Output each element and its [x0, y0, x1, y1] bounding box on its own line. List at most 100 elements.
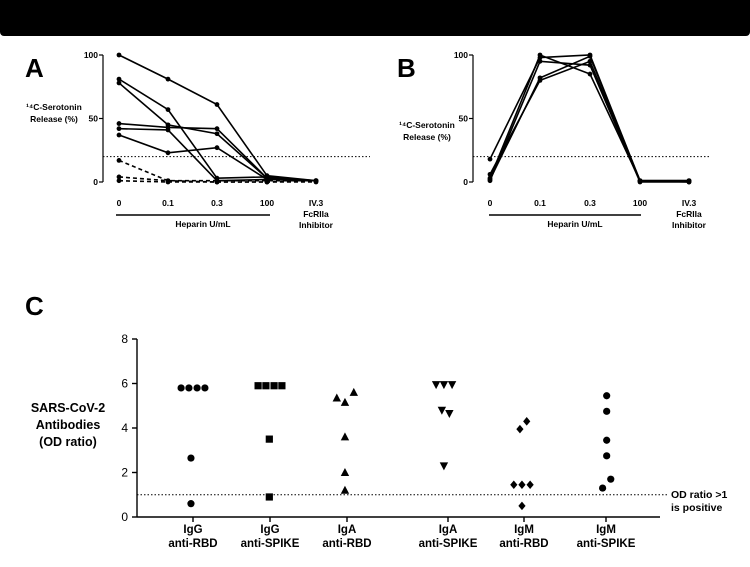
data-point	[116, 121, 122, 126]
data-point	[487, 156, 493, 162]
data-point	[177, 384, 185, 392]
x-tick-label: 100	[633, 198, 647, 208]
data-point	[165, 150, 171, 156]
y-tick-label: 2	[121, 466, 128, 480]
x-tick-label: 0.1	[162, 198, 174, 208]
x-tick-label: anti-RBD	[322, 538, 371, 550]
data-point	[116, 80, 122, 86]
x-tick-label: FcRIIa	[676, 209, 702, 219]
x-tick-label: IgM	[514, 524, 534, 536]
y-tick-label: 50	[459, 114, 469, 124]
panel-letter-a: A	[25, 53, 44, 83]
x-tick-label: anti-SPIKE	[419, 538, 478, 550]
y-tick-label: 50	[89, 114, 99, 124]
x-tick-label: IgM	[596, 524, 616, 536]
data-point	[537, 52, 543, 58]
data-point	[214, 179, 220, 185]
y-axis-label: Antibodies	[36, 418, 101, 432]
data-point	[165, 76, 171, 82]
data-point	[165, 127, 171, 133]
x-tick-label: anti-RBD	[499, 538, 548, 550]
data-point	[637, 178, 643, 184]
x-tick-label: IgA	[439, 524, 458, 536]
data-point	[587, 62, 593, 68]
x-tick-label: IgG	[183, 524, 202, 536]
y-axis-label: (OD ratio)	[39, 435, 97, 449]
data-point	[201, 384, 209, 392]
data-point	[165, 107, 171, 113]
data-point	[313, 179, 319, 185]
y-axis-label: SARS-CoV-2	[31, 401, 105, 415]
data-point	[187, 454, 195, 462]
data-point	[526, 480, 534, 490]
top-black-bar	[0, 0, 750, 36]
series-line	[489, 60, 689, 183]
x-tick-label: 0	[488, 198, 493, 208]
y-tick-label: 0	[121, 510, 128, 524]
x-tick-label: anti-RBD	[168, 538, 217, 550]
data-point	[116, 178, 122, 184]
series-line	[489, 60, 690, 183]
data-point	[445, 410, 454, 419]
threshold-label: OD ratio >1	[671, 489, 727, 501]
data-point	[340, 485, 350, 494]
data-point	[262, 382, 270, 390]
y-tick-label: 8	[121, 332, 128, 346]
data-point	[332, 393, 341, 402]
data-point	[278, 382, 286, 390]
panel-letter-b: B	[397, 53, 416, 83]
data-point	[340, 468, 350, 476]
y-tick-label: 0	[93, 177, 98, 187]
data-point	[116, 126, 122, 132]
data-point	[193, 384, 201, 392]
y-tick-label: 0	[463, 177, 468, 187]
x-tick-label: 0.1	[534, 198, 546, 208]
data-point	[349, 387, 358, 396]
y-axis-label: Release (%)	[403, 132, 451, 142]
data-point	[510, 480, 518, 490]
data-point	[265, 493, 273, 501]
data-point	[270, 382, 278, 390]
x-axis-label: Heparin U/mL	[547, 219, 602, 229]
data-point	[187, 500, 195, 508]
data-point	[214, 145, 220, 151]
x-axis-label: Heparin U/mL	[175, 219, 230, 229]
data-point	[487, 177, 493, 182]
y-tick-label: 100	[454, 50, 468, 60]
data-point	[518, 501, 526, 511]
data-point	[214, 131, 220, 137]
data-point	[686, 178, 692, 184]
x-tick-label: IgG	[260, 524, 279, 536]
data-point	[603, 436, 611, 444]
data-point	[439, 381, 449, 390]
series-line	[118, 159, 316, 182]
data-point	[185, 384, 193, 392]
data-point	[214, 126, 220, 132]
data-point	[431, 381, 441, 390]
series-line	[118, 134, 317, 182]
series-line	[118, 54, 317, 182]
data-point	[116, 52, 122, 58]
x-tick-label: anti-SPIKE	[241, 538, 300, 550]
y-axis-label: ¹⁴C-Serotonin	[26, 102, 82, 112]
y-axis-label: ¹⁴C-Serotonin	[399, 120, 455, 130]
data-point	[165, 179, 171, 185]
x-tick-label: 0.3	[211, 198, 223, 208]
data-point	[599, 484, 607, 492]
y-tick-label: 100	[84, 50, 98, 60]
data-point	[214, 102, 220, 107]
data-point	[437, 406, 447, 415]
data-point	[116, 76, 122, 82]
data-point	[439, 462, 449, 471]
data-point	[518, 480, 526, 490]
data-point	[265, 435, 273, 443]
data-point	[254, 382, 262, 390]
data-point	[516, 424, 524, 434]
data-point	[607, 475, 615, 483]
data-point	[340, 397, 350, 406]
x-tick-label: 0	[117, 198, 122, 208]
x-tick-label: IV.3	[309, 198, 324, 208]
data-point	[340, 432, 350, 441]
data-point	[116, 174, 122, 180]
